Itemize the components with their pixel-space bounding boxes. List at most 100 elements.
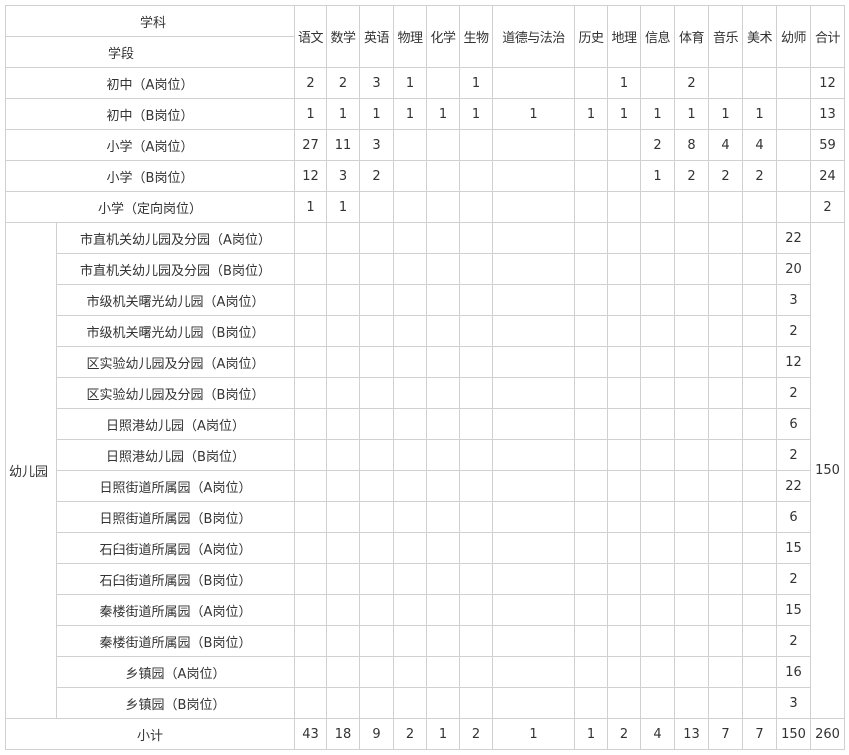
value-cell <box>640 315 675 347</box>
value-cell <box>574 253 608 285</box>
value-cell <box>459 315 493 347</box>
value-cell <box>426 253 460 285</box>
value-cell <box>674 284 709 316</box>
value-cell: 1 <box>294 191 327 223</box>
kindergarten-sub-label: 市直机关幼儿园及分园（A岗位） <box>56 222 295 254</box>
value-cell <box>359 625 394 657</box>
value-cell <box>359 346 394 378</box>
value-cell <box>326 625 360 657</box>
value-cell <box>574 408 608 440</box>
value-cell <box>426 439 460 471</box>
value-cell <box>426 563 460 595</box>
value-cell <box>492 470 575 502</box>
value-cell: 2 <box>674 160 709 192</box>
value-cell <box>742 408 777 440</box>
subtotal-cell: 43 <box>294 718 327 750</box>
value-cell <box>294 222 327 254</box>
value-cell <box>294 501 327 533</box>
value-cell <box>607 594 641 626</box>
table-row: 初中（A岗位） 2 2 3 1 1 1 2 12 <box>5 67 845 99</box>
kindergarten-teacher-count: 16 <box>776 656 811 688</box>
value-cell <box>674 346 709 378</box>
kindergarten-sub-label: 区实验幼儿园及分园（A岗位） <box>56 346 295 378</box>
value-cell <box>326 284 360 316</box>
value-cell: 2 <box>810 191 845 223</box>
value-cell: 2 <box>294 67 327 99</box>
subject-column-header: 美术 <box>742 5 777 68</box>
value-cell <box>393 346 427 378</box>
kindergarten-sub-label: 秦楼街道所属园（B岗位） <box>56 625 295 657</box>
value-cell <box>640 594 675 626</box>
value-cell <box>640 284 675 316</box>
value-cell <box>426 532 460 564</box>
value-cell <box>426 377 460 409</box>
value-cell <box>459 501 493 533</box>
value-cell: 1 <box>607 67 641 99</box>
value-cell <box>574 501 608 533</box>
value-cell <box>426 315 460 347</box>
value-cell: 2 <box>742 160 777 192</box>
value-cell <box>459 687 493 719</box>
value-cell <box>776 98 811 130</box>
value-cell <box>607 160 641 192</box>
value-cell <box>359 594 394 626</box>
value-cell <box>492 439 575 471</box>
subtotal-cell: 13 <box>674 718 709 750</box>
value-cell <box>742 594 777 626</box>
value-cell: 8 <box>674 129 709 161</box>
kindergarten-sub-label: 市级机关曙光幼儿园（B岗位） <box>56 315 295 347</box>
value-cell <box>574 191 608 223</box>
value-cell <box>459 222 493 254</box>
value-cell <box>492 656 575 688</box>
kindergarten-sub-label: 区实验幼儿园及分园（B岗位） <box>56 377 295 409</box>
value-cell <box>708 594 743 626</box>
kindergarten-teacher-count: 2 <box>776 625 811 657</box>
value-cell <box>574 687 608 719</box>
value-cell <box>640 439 675 471</box>
value-cell <box>742 625 777 657</box>
subject-header-label: 学科 <box>5 5 295 37</box>
value-cell <box>640 532 675 564</box>
value-cell <box>492 563 575 595</box>
value-cell <box>574 594 608 626</box>
value-cell <box>294 594 327 626</box>
value-cell <box>607 501 641 533</box>
value-cell <box>393 625 427 657</box>
value-cell <box>359 501 394 533</box>
subtotal-cell: 4 <box>640 718 675 750</box>
value-cell: 1 <box>359 98 394 130</box>
stage-label: 小学（A岗位） <box>5 129 295 161</box>
value-cell: 12 <box>810 67 845 99</box>
value-cell <box>359 687 394 719</box>
kindergarten-sub-label: 乡镇园（A岗位） <box>56 656 295 688</box>
value-cell <box>708 501 743 533</box>
value-cell <box>640 67 675 99</box>
kindergarten-teacher-count: 22 <box>776 470 811 502</box>
value-cell <box>607 656 641 688</box>
value-cell <box>574 315 608 347</box>
kindergarten-sub-label: 日照街道所属园（B岗位） <box>56 501 295 533</box>
subject-column-header: 音乐 <box>708 5 743 68</box>
value-cell <box>708 222 743 254</box>
value-cell <box>426 470 460 502</box>
value-cell <box>426 625 460 657</box>
value-cell <box>492 501 575 533</box>
value-cell <box>294 377 327 409</box>
subtotal-cell: 1 <box>574 718 608 750</box>
value-cell <box>708 408 743 440</box>
value-cell <box>393 284 427 316</box>
value-cell <box>640 253 675 285</box>
value-cell <box>326 315 360 347</box>
value-cell <box>640 191 675 223</box>
value-cell <box>359 222 394 254</box>
value-cell <box>492 346 575 378</box>
kindergarten-row: 乡镇园（A岗位） 16 <box>6 656 845 688</box>
value-cell: 4 <box>742 129 777 161</box>
kindergarten-total: 150 <box>810 222 845 719</box>
value-cell <box>742 67 777 99</box>
kindergarten-teacher-count: 2 <box>776 315 811 347</box>
value-cell <box>674 656 709 688</box>
value-cell <box>674 439 709 471</box>
value-cell <box>607 346 641 378</box>
value-cell <box>640 501 675 533</box>
